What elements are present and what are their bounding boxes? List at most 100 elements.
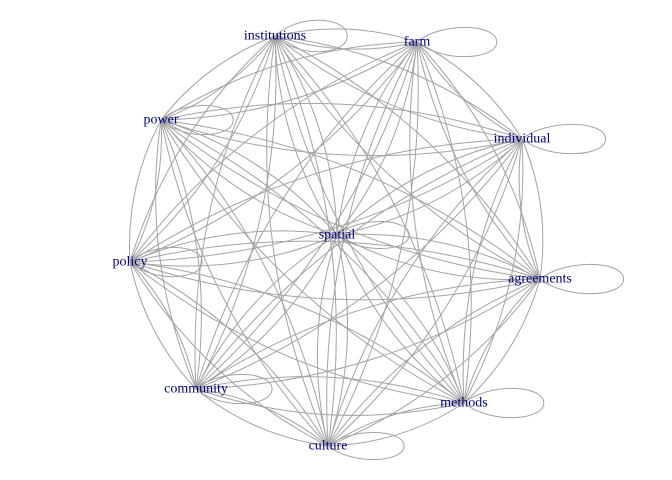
edge-farm-community-1 [195,41,418,390]
edge-power-community-2 [160,119,202,390]
edge-farm-policy-2 [129,41,418,263]
node-label-culture: culture [309,439,348,454]
edge-community-methods-2 [195,376,465,404]
edge-agreements-community-1 [195,278,541,390]
edge-institutions-community-1 [194,35,276,390]
edge-spatial-culture-2 [327,234,349,447]
edge-policy-agreements-2 [129,240,541,280]
edge-power-policy-1 [129,119,162,263]
edge-policy-culture-2 [129,261,329,447]
edge-agreements-culture-1 [327,278,541,447]
node-label-farm: farm [404,35,431,50]
edge-agreements-culture-2 [327,278,541,447]
self-loop-institutions [274,19,348,53]
edge-spatial-community-2 [195,234,338,390]
edge-institutions-methods-1 [274,35,465,404]
self-loop-culture [327,432,405,460]
edge-power-spatial-1 [160,119,338,236]
edge-individual-culture-2 [327,138,523,447]
edge-spatial-community-1 [195,234,338,390]
edge-individual-policy-2 [129,138,523,263]
edge-institutions-power-2 [160,35,276,121]
node-label-spatial: spatial [319,228,356,243]
edge-institutions-farm-2 [274,28,418,43]
node-label-layer: institutions farm power individual spatial po… [113,29,572,454]
self-loop-layer [129,19,625,460]
self-loop-community [195,373,273,405]
self-loop-policy [129,246,203,278]
edge-individual-policy-1 [129,138,523,263]
edge-spatial-culture-1 [316,234,338,447]
edge-farm-agreements-1 [416,41,541,280]
edge-farm-methods-1 [409,41,465,404]
edge-power-spatial-2 [160,119,338,236]
edge-individual-community-1 [195,138,523,390]
edge-farm-culture-1 [326,41,418,447]
edge-agreements-community-2 [195,278,541,390]
edge-community-culture-2 [195,388,329,447]
edge-institutions-power-1 [160,35,276,121]
edge-power-culture-1 [160,119,329,447]
edge-farm-power-1 [160,41,418,121]
self-loop-methods [463,387,545,419]
edge-agreements-methods-2 [463,278,541,404]
edge-institutions-policy-1 [129,35,276,263]
edge-farm-spatial-2 [336,41,418,236]
edge-institutions-spatial-1 [274,35,338,236]
edge-layer [129,28,544,447]
edge-power-agreements-1 [160,119,541,280]
edge-spatial-policy-1 [129,230,338,263]
edge-farm-agreements-2 [416,41,541,280]
edge-institutions-culture-2 [274,35,337,447]
edge-policy-agreements-1 [129,261,541,301]
edge-farm-policy-1 [129,41,418,263]
edge-individual-methods-1 [462,138,523,404]
edge-community-culture-1 [195,388,329,447]
edge-individual-methods-2 [463,138,524,404]
edge-institutions-spatial-2 [274,35,338,236]
edge-policy-community-1 [129,261,197,390]
self-loop-individual [521,123,607,155]
edge-institutions-agreements-2 [274,35,541,280]
node-label-individual: individual [494,132,551,147]
edge-methods-culture-1 [327,402,465,447]
edge-power-agreements-2 [160,119,541,280]
edge-power-methods-2 [160,119,465,404]
self-loop-agreements [539,263,625,295]
edge-farm-spatial-1 [336,41,418,236]
edge-institutions-community-2 [195,35,277,390]
edge-spatial-agreements-2 [336,233,541,280]
edge-farm-power-2 [160,41,418,121]
node-label-power: power [144,113,179,128]
edge-spatial-methods-1 [336,234,465,404]
edge-individual-agreements-2 [521,138,544,280]
self-loop-power [160,104,234,136]
node-label-policy: policy [113,255,148,270]
edge-institutions-individual-1 [274,35,523,140]
edge-institutions-agreements-1 [274,35,541,280]
edge-individual-community-2 [195,138,523,390]
edge-policy-culture-1 [129,261,329,447]
edge-farm-methods-2 [416,41,472,404]
edge-spatial-methods-2 [336,234,465,404]
edge-individual-spatial-1 [336,138,523,236]
edge-individual-spatial-2 [336,138,523,236]
edge-methods-culture-2 [327,402,465,447]
node-label-institutions: institutions [244,29,306,44]
edge-power-culture-2 [160,119,329,447]
self-loop-farm [416,26,498,58]
edge-community-methods-1 [195,388,465,416]
self-loop-spatial [336,221,410,249]
edge-policy-methods-1 [129,261,465,404]
edge-agreements-methods-1 [463,278,541,404]
edge-farm-community-2 [195,41,418,390]
node-label-agreements: agreements [508,272,572,287]
edge-individual-culture-1 [327,138,523,447]
edge-spatial-policy-2 [129,234,338,267]
edge-farm-culture-2 [327,41,419,447]
node-label-community: community [164,382,228,397]
edge-institutions-individual-2 [274,35,523,140]
node-label-methods: methods [440,396,487,411]
edge-power-community-1 [155,119,197,390]
